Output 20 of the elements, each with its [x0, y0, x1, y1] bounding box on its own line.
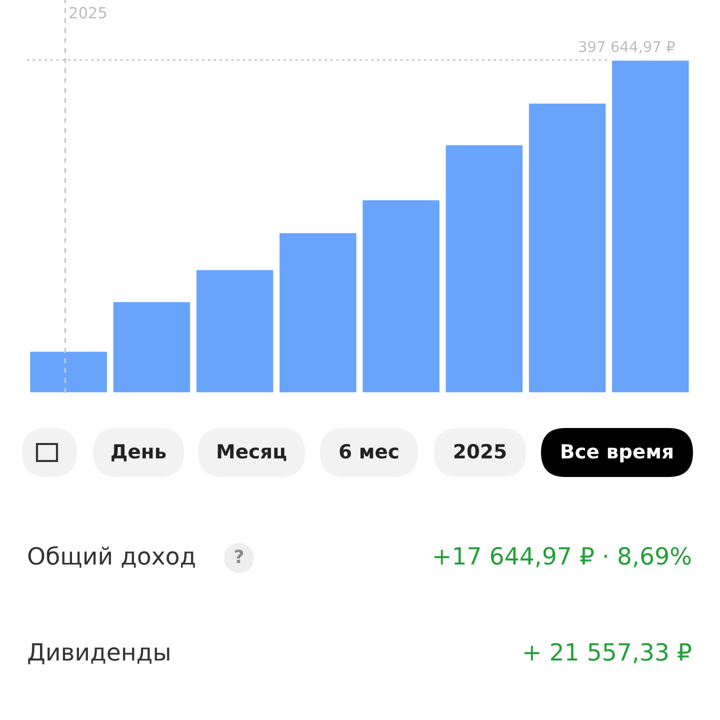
text: Все время: [562, 444, 672, 462]
text: 6 мес: [340, 444, 398, 459]
text: ?: [235, 550, 244, 563]
bar: [361, 198, 441, 393]
bar: [444, 144, 524, 393]
ref-line-label: 397 644,97 ₽: [579, 41, 675, 54]
text: Общий доход: [28, 546, 195, 568]
text: Дивиденды: [28, 643, 170, 664]
bar: [28, 350, 108, 393]
bar: [278, 232, 358, 393]
text: День: [112, 444, 166, 462]
text: 2025: [454, 444, 506, 459]
bar: [528, 102, 608, 393]
text: + 21 557,33 ₽: [524, 642, 692, 664]
bar: [195, 268, 275, 393]
text: 2025: [70, 6, 106, 18]
bar: [610, 59, 690, 393]
bar: [112, 300, 192, 393]
text: Месяц: [218, 444, 286, 462]
text: +17 644,97 ₽ · 8,69%: [434, 546, 691, 568]
